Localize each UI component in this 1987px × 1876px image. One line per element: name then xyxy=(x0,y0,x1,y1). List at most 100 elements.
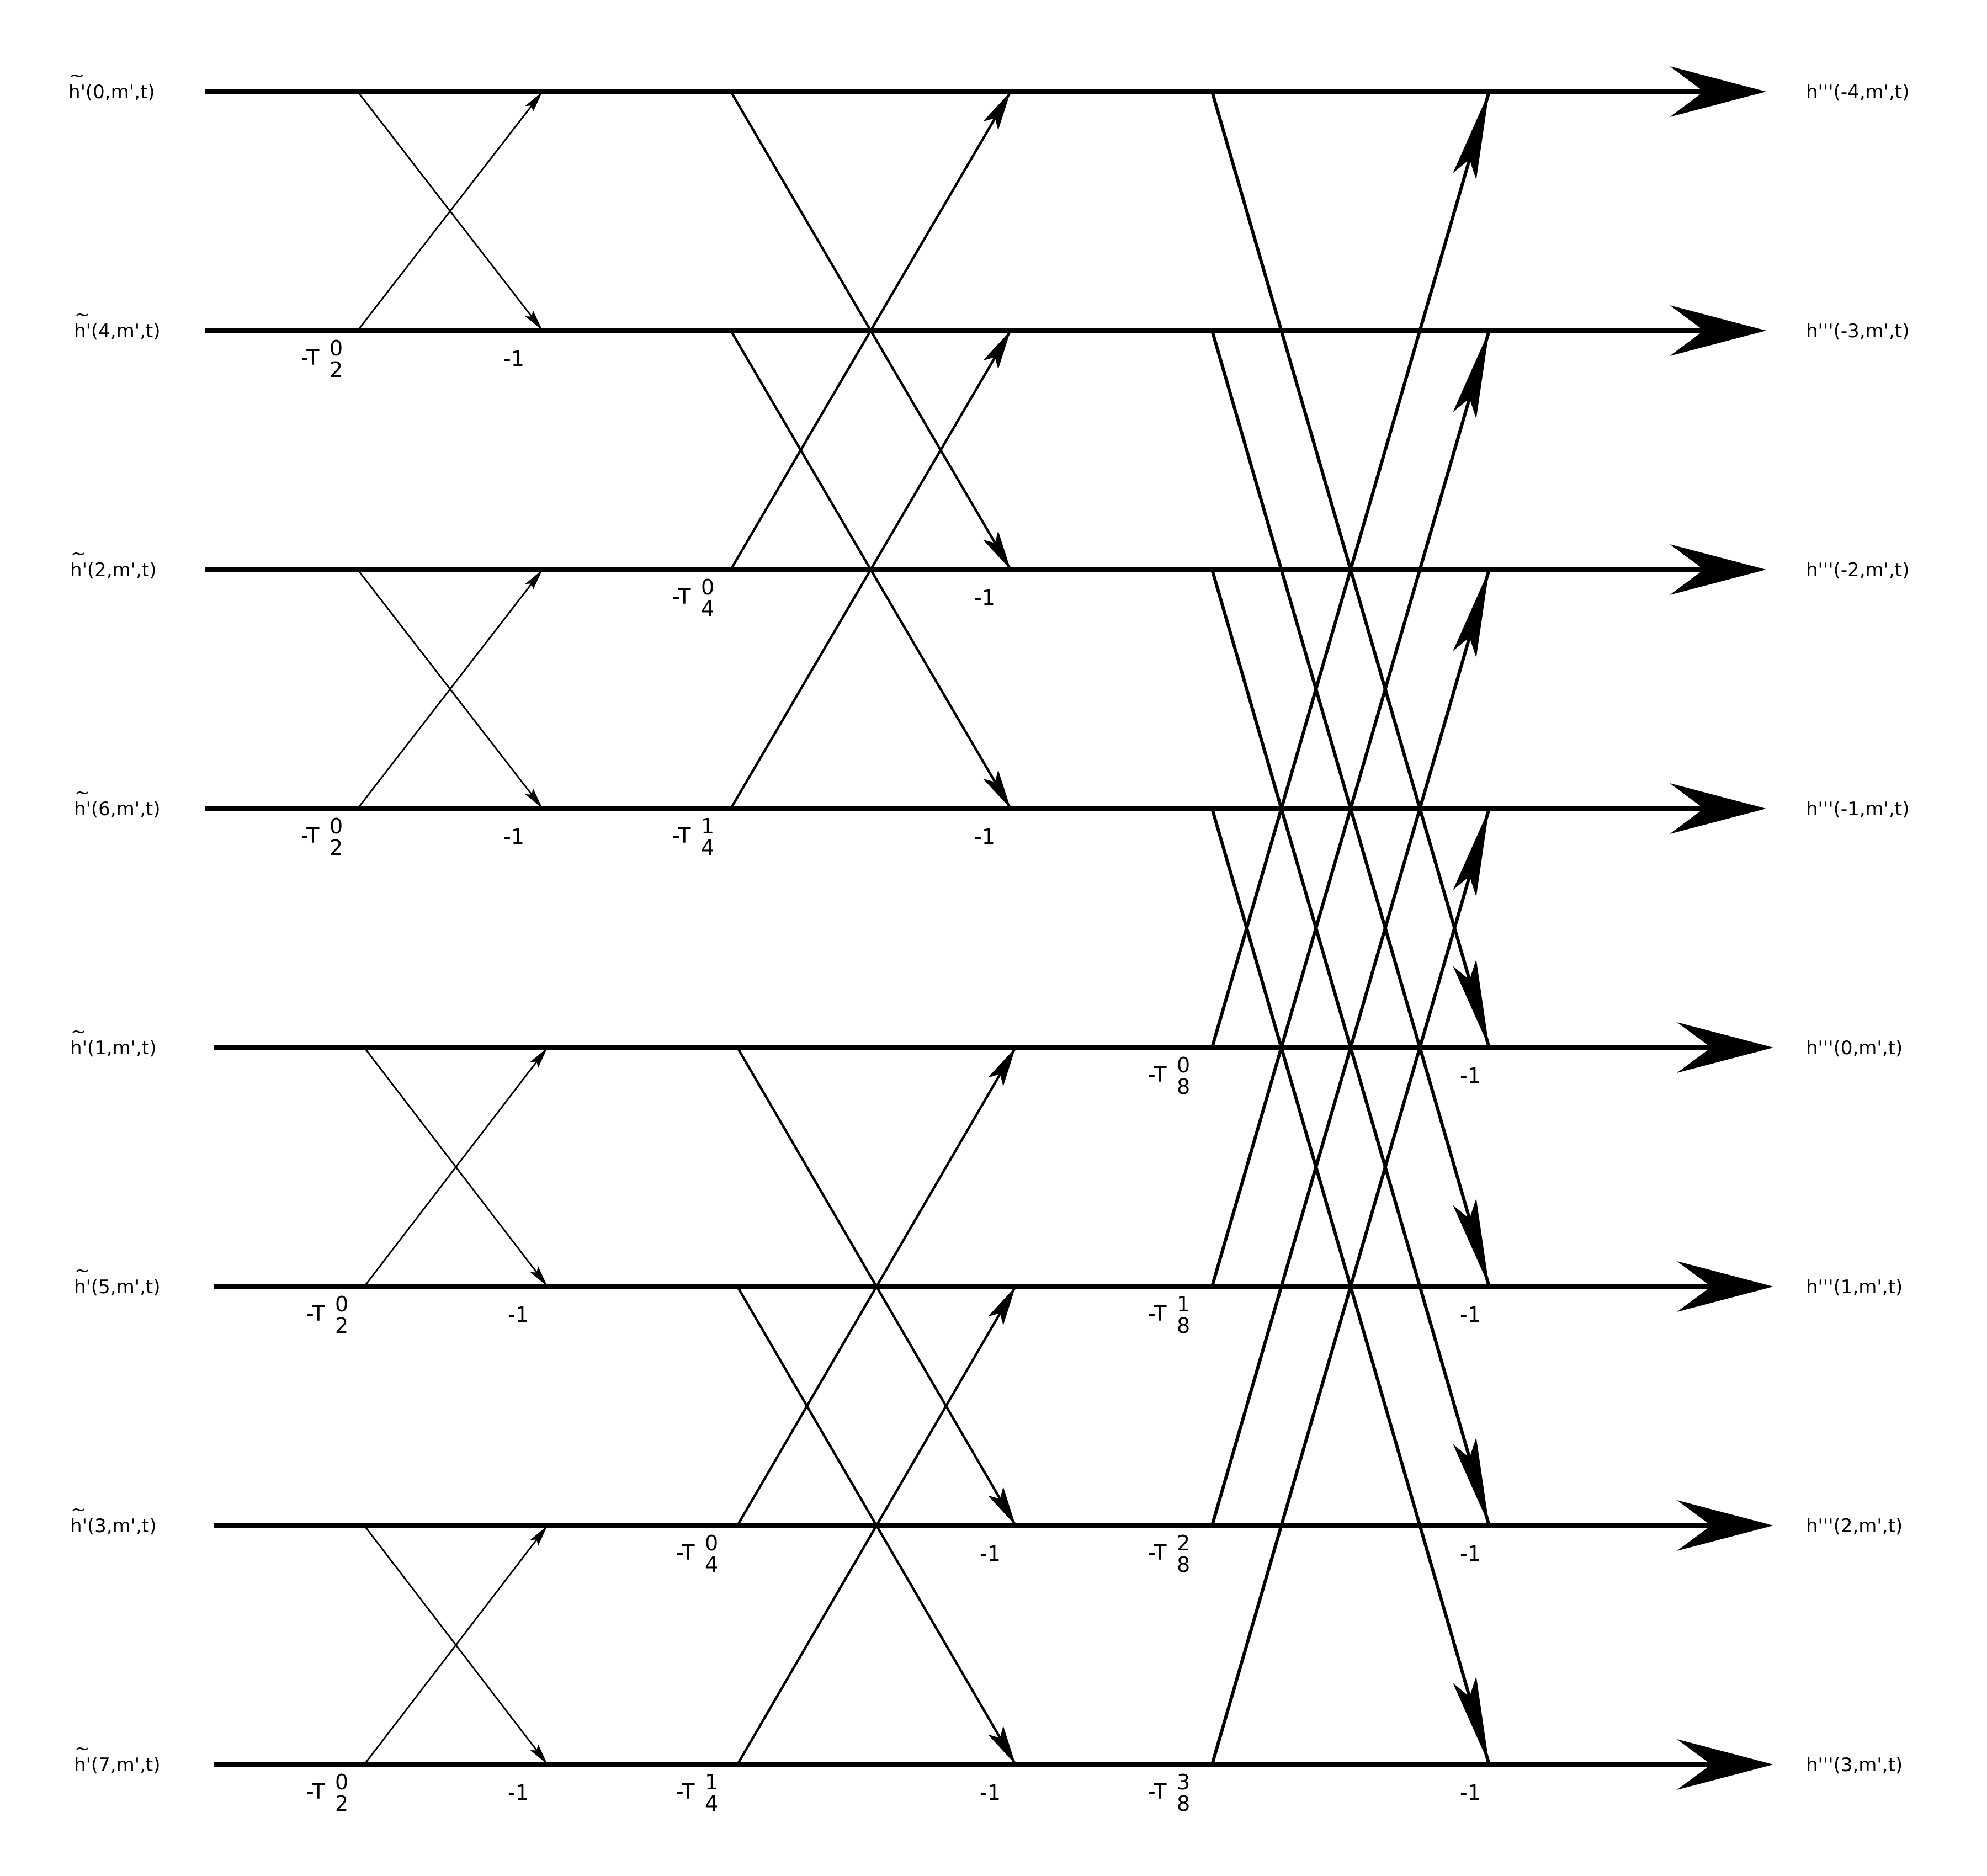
tilde-mark: ~ xyxy=(71,543,87,565)
stage2-arrow-0-to-2 xyxy=(982,530,1011,570)
twiddle-sub: 4 xyxy=(705,1553,718,1577)
twiddle-base: -T xyxy=(1148,1779,1167,1804)
twiddle-sub: 2 xyxy=(335,1314,348,1338)
input-label-3: h'(6,m',t) xyxy=(74,798,160,820)
twiddle-sub: 8 xyxy=(1177,1314,1190,1338)
twiddle-sup-stage1-row7: 0 xyxy=(335,1770,348,1794)
negation-label-stage1-row3: -1 xyxy=(503,825,524,849)
twiddle-base: -T xyxy=(301,823,320,848)
input-label-args: '(1,m',t) xyxy=(82,1037,157,1059)
twiddle-label-stage1-row1: -T 2 xyxy=(301,346,343,382)
labels-layer: h'(0,m',t)~h'(4,m',t)~h'(2,m',t)~h'(6,m'… xyxy=(68,65,1909,1816)
output-arrow-4 xyxy=(1677,1022,1773,1073)
stage1-line-1-to-0 xyxy=(357,91,544,331)
stage2-arrow-1-to-3 xyxy=(982,769,1011,809)
stage3-arrow-0-to-4 xyxy=(1453,959,1489,1048)
stage3-line-7-to-3 xyxy=(1210,808,1491,1765)
negation-label-stage1-row5: -1 xyxy=(508,1303,529,1327)
input-label-fn: h xyxy=(70,1515,82,1537)
stage1-arrow-0-to-1 xyxy=(525,310,543,331)
output-label-0: h'''(-4,m',t) xyxy=(1806,81,1909,103)
output-label-7: h'''(3,m',t) xyxy=(1806,1754,1903,1776)
negation-label-stage3-row7: -1 xyxy=(1460,1781,1481,1805)
stage3-arrow-6-to-2 xyxy=(1453,570,1489,658)
input-label-6: h'(3,m',t) xyxy=(70,1515,156,1537)
twiddle-label-stage2-row6: -T 4 xyxy=(676,1540,718,1577)
twiddle-base: -T xyxy=(306,1779,325,1804)
twiddle-label-stage3-row6: -T 8 xyxy=(1148,1540,1190,1577)
twiddle-sub: 8 xyxy=(1177,1792,1190,1816)
stage2-arrow-3-to-1 xyxy=(982,331,1011,370)
negation-label-stage1-row7: -1 xyxy=(508,1781,529,1805)
output-label-6: h'''(2,m',t) xyxy=(1806,1515,1903,1537)
input-label-args: '(5,m',t) xyxy=(86,1276,161,1298)
input-label-5: h'(5,m',t) xyxy=(74,1276,160,1298)
stage3-arrow-5-to-1 xyxy=(1453,331,1489,419)
twiddle-sub: 8 xyxy=(1177,1553,1190,1577)
output-arrow-5 xyxy=(1677,1261,1773,1312)
tilde-mark: ~ xyxy=(69,65,85,87)
twiddle-label-stage3-row5: -T 8 xyxy=(1148,1301,1190,1338)
output-arrow-3 xyxy=(1670,783,1766,834)
stage3-line-4-to-0 xyxy=(1210,91,1491,1048)
twiddle-base: -T xyxy=(1148,1301,1167,1326)
input-label-fn: h xyxy=(70,559,82,581)
tilde-mark: ~ xyxy=(71,1021,87,1043)
output-label-5: h'''(1,m',t) xyxy=(1806,1276,1903,1298)
stage2-arrow-6-to-4 xyxy=(988,1048,1016,1087)
twiddle-sub: 4 xyxy=(701,597,714,621)
twiddle-base: -T xyxy=(1148,1062,1167,1087)
negation-label-stage2-row6: -1 xyxy=(980,1542,1001,1566)
output-label-1: h'''(-3,m',t) xyxy=(1806,320,1909,342)
butterfly-cross-layer xyxy=(357,91,1491,1766)
stage3-line-5-to-1 xyxy=(1210,330,1491,1287)
input-label-fn: h xyxy=(70,1037,82,1059)
twiddle-sup-stage3-row6: 2 xyxy=(1177,1531,1190,1555)
stage3-arrow-1-to-5 xyxy=(1453,1198,1489,1287)
stage1-arrow-6-to-7 xyxy=(530,1744,548,1765)
twiddle-sup-stage3-row5: 1 xyxy=(1177,1292,1190,1316)
stage1-arrow-2-to-3 xyxy=(525,788,543,809)
twiddle-base: -T xyxy=(676,1779,695,1804)
twiddle-sub: 2 xyxy=(335,1792,348,1816)
negation-label-stage1-row1: -1 xyxy=(503,347,524,371)
twiddle-sup-stage2-row3: 1 xyxy=(701,814,714,838)
stage1-arrow-4-to-5 xyxy=(530,1266,548,1287)
twiddle-sup-stage3-row7: 3 xyxy=(1177,1770,1190,1794)
twiddle-label-stage2-row7: -T 4 xyxy=(676,1779,718,1816)
negation-label-stage2-row3: -1 xyxy=(974,825,995,849)
twiddle-base: -T xyxy=(306,1301,325,1326)
stage3-arrow-7-to-3 xyxy=(1453,809,1489,897)
twiddle-label-stage1-row3: -T 2 xyxy=(301,823,343,860)
twiddle-label-stage3-row7: -T 8 xyxy=(1148,1779,1190,1816)
twiddle-sup-stage3-row4: 0 xyxy=(1177,1053,1190,1077)
twiddle-sup-stage1-row1: 0 xyxy=(330,336,343,360)
negation-label-stage3-row5: -1 xyxy=(1460,1303,1481,1327)
stage2-line-7-to-5 xyxy=(736,1285,1017,1766)
twiddle-base: -T xyxy=(672,584,691,609)
twiddle-sub: 8 xyxy=(1177,1075,1190,1099)
twiddle-sub: 4 xyxy=(701,836,714,860)
twiddle-label-stage3-row4: -T 8 xyxy=(1148,1062,1190,1099)
negation-label-stage3-row4: -1 xyxy=(1460,1064,1481,1088)
tilde-mark: ~ xyxy=(75,1259,91,1282)
stage1-line-5-to-4 xyxy=(363,1047,549,1287)
twiddle-label-stage1-row5: -T 2 xyxy=(306,1301,348,1338)
twiddle-sub: 4 xyxy=(705,1792,718,1816)
stage1-arrow-3-to-2 xyxy=(525,570,543,591)
stage2-line-3-to-1 xyxy=(730,330,1012,810)
input-label-args: '(4,m',t) xyxy=(86,320,161,342)
tilde-mark: ~ xyxy=(71,1498,87,1521)
input-label-args: '(3,m',t) xyxy=(82,1515,157,1537)
twiddle-sub: 2 xyxy=(330,836,343,860)
stage1-line-3-to-2 xyxy=(357,569,544,809)
stage2-arrow-2-to-0 xyxy=(982,92,1011,131)
output-arrow-7 xyxy=(1677,1739,1773,1790)
stage3-arrow-3-to-7 xyxy=(1453,1676,1489,1765)
input-label-args: '(0,m',t) xyxy=(81,81,155,103)
stage2-arrow-5-to-7 xyxy=(988,1725,1016,1765)
stage1-line-7-to-6 xyxy=(363,1525,549,1765)
stage2-arrow-7-to-5 xyxy=(988,1287,1016,1326)
twiddle-label-stage1-row7: -T 2 xyxy=(306,1779,348,1816)
